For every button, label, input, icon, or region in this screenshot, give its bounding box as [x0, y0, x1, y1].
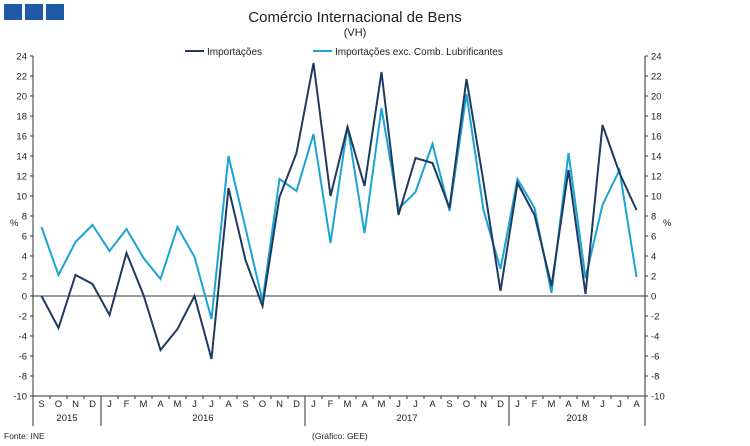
x-month-label: D — [497, 399, 504, 410]
x-month-label: J — [311, 399, 316, 410]
x-month-label: N — [276, 399, 283, 410]
x-month-label: O — [259, 399, 266, 410]
y-tick-label-left: 16 — [16, 132, 27, 143]
y-tick-label-left: 20 — [16, 92, 27, 103]
y-tick-label-right: -10 — [651, 392, 665, 403]
y-tick-label-left: -4 — [19, 332, 27, 343]
y-tick-label-left: 24 — [16, 52, 27, 63]
y-tick-label-left: 4 — [22, 252, 27, 263]
x-month-label: N — [480, 399, 487, 410]
y-tick-label-left: 14 — [16, 152, 27, 163]
x-year-label: 2018 — [566, 413, 587, 424]
x-month-label: A — [429, 399, 436, 410]
x-month-label: J — [209, 399, 214, 410]
x-month-label: A — [157, 399, 164, 410]
logo-block — [4, 4, 22, 20]
y-tick-label-left: -10 — [13, 392, 27, 403]
x-month-label: F — [328, 399, 334, 410]
y-tick-label-left: 6 — [22, 232, 27, 243]
y-tick-label-right: 18 — [651, 112, 662, 123]
y-tick-label-left: -8 — [19, 372, 27, 383]
x-month-label: M — [582, 399, 590, 410]
x-month-label: M — [344, 399, 352, 410]
x-year-label: 2016 — [192, 413, 213, 424]
y-tick-label-left: 12 — [16, 172, 27, 183]
y-tick-label-right: 22 — [651, 72, 662, 83]
y-tick-label-right: -6 — [651, 352, 659, 363]
x-month-label: N — [72, 399, 79, 410]
y-tick-label-left: 0 — [22, 292, 27, 303]
y-axis-unit-left: % — [10, 218, 19, 229]
series-line-importacoes — [40, 62, 638, 360]
y-tick-label-left: 22 — [16, 72, 27, 83]
logo — [4, 4, 64, 20]
y-tick-label-left: 8 — [22, 212, 27, 223]
legend: Importações Importações exc. Comb. Lubri… — [185, 47, 503, 58]
x-month-label: F — [124, 399, 130, 410]
y-tick-label-right: 24 — [651, 52, 662, 63]
y-tick-label-right: 6 — [651, 232, 656, 243]
source-note: Fonte: INE — [4, 431, 45, 441]
x-month-label: A — [225, 399, 232, 410]
legend-label-importacoes: Importações — [207, 47, 262, 58]
x-month-label: D — [293, 399, 300, 410]
x-year-label: 2015 — [56, 413, 77, 424]
x-month-label: J — [617, 399, 622, 410]
legend-label-importacoes-exc: Importações exc. Comb. Lubrificantes — [335, 47, 503, 58]
chart-subtitle: (VH) — [344, 27, 367, 39]
x-month-label: S — [38, 399, 44, 410]
series-layer — [40, 62, 638, 360]
y-tick-label-right: -8 — [651, 372, 659, 383]
y-tick-label-right: 14 — [651, 152, 662, 163]
x-month-label: A — [565, 399, 572, 410]
y-axis-unit-right: % — [663, 218, 672, 229]
y-tick-label-right: 12 — [651, 172, 662, 183]
y-tick-label-left: -2 — [19, 312, 27, 323]
y-tick-label-left: 2 — [22, 272, 27, 283]
x-month-label: S — [446, 399, 452, 410]
y-tick-label-right: 2 — [651, 272, 656, 283]
y-tick-label-left: 18 — [16, 112, 27, 123]
x-month-label: J — [107, 399, 112, 410]
x-month-label: J — [600, 399, 605, 410]
y-tick-label-right: 16 — [651, 132, 662, 143]
x-year-label: 2017 — [396, 413, 417, 424]
x-month-label: J — [515, 399, 520, 410]
x-month-label: M — [548, 399, 556, 410]
x-month-label: O — [55, 399, 62, 410]
x-month-label: O — [463, 399, 470, 410]
y-tick-label-right: 10 — [651, 192, 662, 203]
x-month-label: J — [396, 399, 401, 410]
x-month-label: D — [89, 399, 96, 410]
y-tick-label-right: 20 — [651, 92, 662, 103]
x-month-label: A — [633, 399, 640, 410]
y-tick-label-right: 0 — [651, 292, 656, 303]
y-tick-label-right: -2 — [651, 312, 659, 323]
y-tick-label-right: 8 — [651, 212, 656, 223]
x-month-label: J — [413, 399, 418, 410]
x-month-label: F — [532, 399, 538, 410]
logo-block — [46, 4, 64, 20]
chart-title: Comércio Internacional de Bens — [248, 9, 461, 26]
x-month-label: A — [361, 399, 368, 410]
logo-block — [25, 4, 43, 20]
series-line-importacoes-exc — [40, 93, 638, 320]
x-month-label: M — [378, 399, 386, 410]
y-tick-label-right: -4 — [651, 332, 659, 343]
y-tick-label-right: 4 — [651, 252, 656, 263]
x-month-label: S — [242, 399, 248, 410]
x-month-label: M — [140, 399, 148, 410]
x-month-label: J — [192, 399, 197, 410]
y-tick-label-left: 10 — [16, 192, 27, 203]
x-month-label: M — [174, 399, 182, 410]
y-tick-label-left: -6 — [19, 352, 27, 363]
credit-note: (Gráfico: GEE) — [312, 431, 368, 441]
